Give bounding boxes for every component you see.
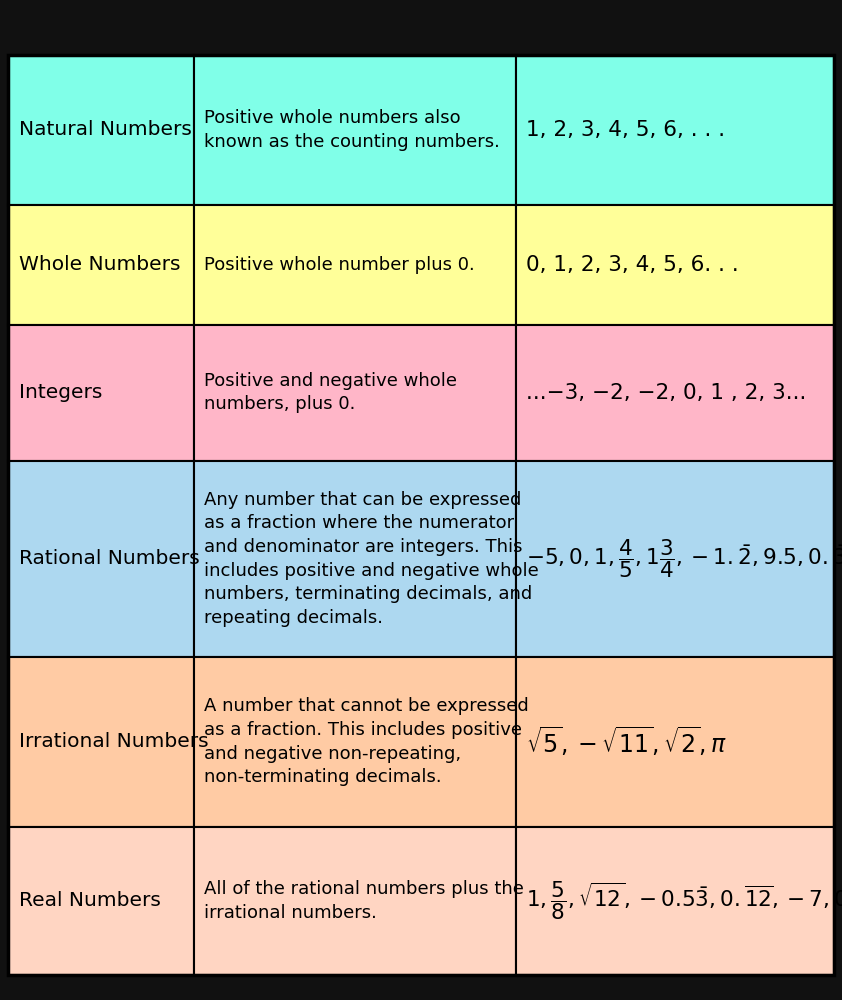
Text: 0, 1, 2, 3, 4, 5, 6. . .: 0, 1, 2, 3, 4, 5, 6. . . [526,255,738,275]
Bar [0,0,842,55]
Text: Irrational Numbers: Irrational Numbers [19,732,208,751]
Text: $-5, 0, 1, \dfrac{4}{5}, 1\dfrac{3}{4}, -1.\bar{2}, 9.5, 0.\bar{3}$: $-5, 0, 1, \dfrac{4}{5}, 1\dfrac{3}{4}, … [526,537,842,580]
Bar [8,55,194,205]
Bar [195,461,516,657]
Bar [516,657,834,827]
Text: Integers: Integers [19,383,102,402]
Bar [8,657,194,827]
Text: $\sqrt{5}, -\sqrt{11}, \sqrt{2}, \pi$: $\sqrt{5}, -\sqrt{11}, \sqrt{2}, \pi$ [526,725,727,758]
Bar [195,657,516,827]
Bar [195,325,516,461]
Bar [516,205,834,325]
Bar [516,461,834,657]
Bar [516,827,834,975]
Bar [0,975,842,1000]
Text: 1, 2, 3, 4, 5, 6, . . .: 1, 2, 3, 4, 5, 6, . . . [526,120,725,140]
Text: Positive whole number plus 0.: Positive whole number plus 0. [205,256,475,274]
Bar [8,205,194,325]
Text: Whole Numbers: Whole Numbers [19,255,180,274]
Text: Real Numbers: Real Numbers [19,891,160,910]
Bar [8,325,194,461]
Text: $1, \dfrac{5}{8}, \sqrt{12}, -0.5\bar{3}, 0.\overline{12}, -7, 0, 34$: $1, \dfrac{5}{8}, \sqrt{12}, -0.5\bar{3}… [526,880,842,922]
Text: ...−3, −2, −2, 0, 1 , 2, 3...: ...−3, −2, −2, 0, 1 , 2, 3... [526,383,807,403]
Bar [195,827,516,975]
Text: Any number that can be expressed
as a fraction where the numerator
and denominat: Any number that can be expressed as a fr… [205,491,539,627]
Text: All of the rational numbers plus the
irrational numbers.: All of the rational numbers plus the irr… [205,880,524,922]
Text: Natural Numbers: Natural Numbers [19,120,191,139]
Text: Positive whole numbers also
known as the counting numbers.: Positive whole numbers also known as the… [205,109,500,151]
Text: Rational Numbers: Rational Numbers [19,549,200,568]
Bar [516,325,834,461]
Text: Positive and negative whole
numbers, plus 0.: Positive and negative whole numbers, plu… [205,372,457,413]
Bar [516,55,834,205]
Bar [8,461,194,657]
Text: A number that cannot be expressed
as a fraction. This includes positive
and nega: A number that cannot be expressed as a f… [205,697,529,786]
Bar [8,827,194,975]
Bar [195,205,516,325]
Bar [195,55,516,205]
